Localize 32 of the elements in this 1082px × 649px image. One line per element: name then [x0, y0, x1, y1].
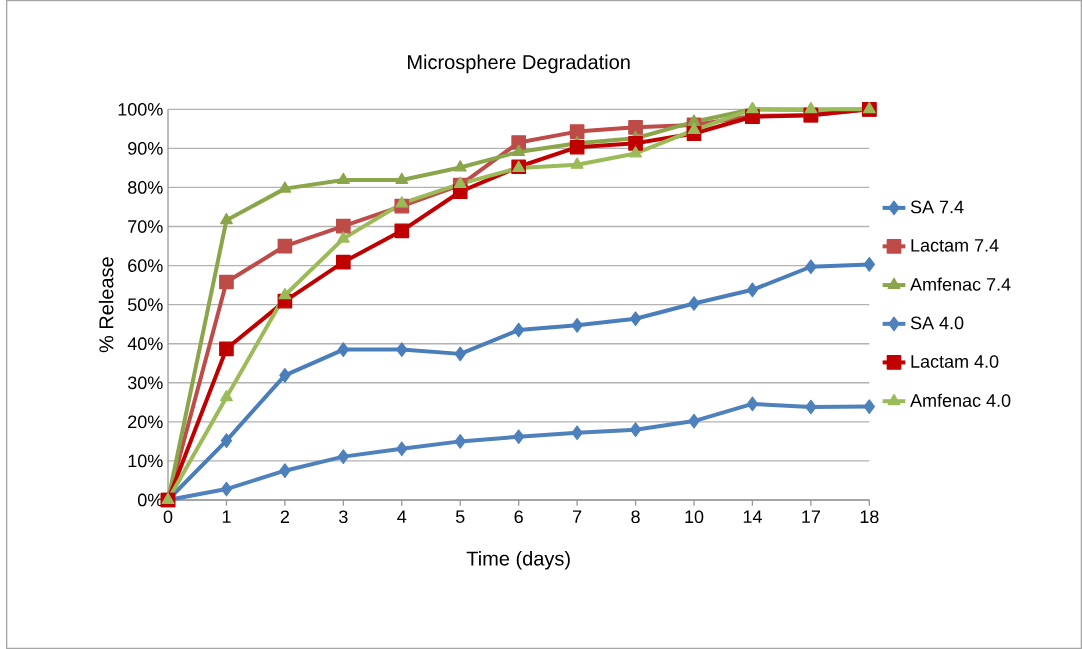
x-tick-label: 4 — [397, 510, 407, 523]
y-tick-label: 90% — [128, 142, 163, 155]
x-tick-label: 1 — [222, 510, 231, 523]
y-tick-label: 50% — [127, 298, 163, 312]
y-tick-label: 30% — [127, 376, 163, 390]
x-axis-title: Time (days) — [466, 550, 570, 570]
legend-label: Amfenac 4.0 — [910, 393, 1011, 407]
chart-title: Microsphere Degradation — [408, 54, 630, 74]
x-tick-label: 10 — [685, 510, 704, 524]
legend-label: Lactam 7.4 — [911, 239, 999, 252]
legend-label: Amfenac 7.4 — [910, 277, 1011, 291]
y-tick-label: 80% — [128, 181, 163, 194]
legend-label: SA 7.4 — [910, 200, 964, 214]
y-tick-label: 100% — [118, 102, 163, 116]
x-tick-label: 8 — [631, 510, 640, 524]
y-axis-title: % Release — [98, 257, 114, 353]
x-tick-label: 14 — [743, 510, 762, 523]
x-tick-label: 6 — [514, 510, 523, 524]
y-tick-label: 70% — [128, 220, 163, 233]
y-tick-label: 60% — [128, 259, 163, 272]
x-tick-label: 17 — [802, 510, 821, 523]
x-tick-label: 2 — [280, 510, 290, 523]
legend-label: Lactam 4.0 — [911, 355, 999, 368]
x-tick-label: 3 — [339, 510, 348, 524]
x-tick-label: 18 — [860, 510, 879, 524]
x-tick-label: 7 — [573, 510, 582, 523]
legend-label: SA 4.0 — [910, 316, 964, 330]
x-tick-label: 5 — [455, 510, 465, 523]
y-tick-label: 40% — [127, 337, 163, 351]
y-tick-label: 10% — [128, 454, 163, 468]
x-tick-label: 0 — [163, 510, 173, 524]
y-tick-label: 20% — [128, 415, 163, 429]
